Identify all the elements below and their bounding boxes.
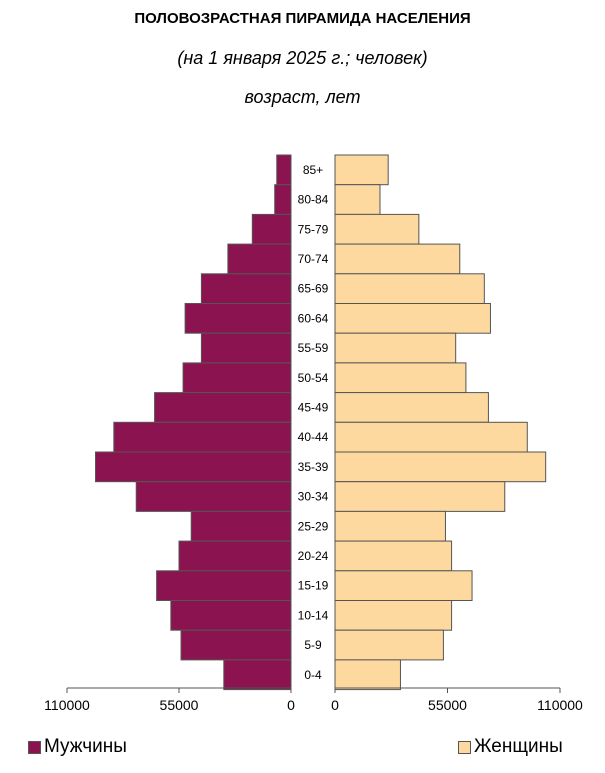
bar-female-30-34 — [334, 481, 506, 512]
age-label-85+: 85+ — [303, 163, 323, 177]
bar-female-60-64 — [334, 303, 491, 334]
age-label-70-74: 70-74 — [298, 252, 329, 266]
bar-male-55-59 — [200, 332, 292, 364]
x-tick-label-left: 55000 — [160, 697, 199, 713]
age-label-40-44: 40-44 — [298, 430, 329, 444]
bar-male-60-64 — [184, 303, 292, 334]
age-label-55-59: 55-59 — [298, 341, 329, 355]
legend-label-female: Женщины — [474, 736, 563, 757]
bar-male-35-39 — [95, 451, 292, 483]
bar-female-70-74 — [334, 243, 461, 275]
age-label-30-34: 30-34 — [298, 490, 329, 504]
x-tick-label-left: 0 — [287, 697, 295, 713]
bar-male-40-44 — [113, 421, 292, 453]
bar-female-85+ — [334, 154, 389, 186]
bar-male-5-9 — [180, 629, 292, 661]
bar-male-30-34 — [135, 481, 292, 512]
legend-label-male: Мужчины — [44, 736, 127, 757]
age-label-45-49: 45-49 — [298, 400, 329, 414]
bar-male-10-14 — [170, 600, 292, 631]
bar-male-45-49 — [154, 392, 292, 423]
bar-male-70-74 — [227, 243, 292, 275]
bar-male-50-54 — [182, 362, 292, 394]
bar-male-15-19 — [156, 570, 292, 601]
bar-female-35-39 — [334, 451, 547, 483]
age-label-15-19: 15-19 — [298, 579, 329, 593]
age-label-65-69: 65-69 — [298, 282, 329, 296]
x-tick-label-left: 110000 — [44, 697, 90, 713]
bar-female-25-29 — [334, 510, 446, 542]
age-label-20-24: 20-24 — [298, 549, 329, 563]
age-label-5-9: 5-9 — [304, 638, 322, 652]
age-label-35-39: 35-39 — [298, 460, 329, 474]
bar-male-25-29 — [190, 510, 292, 542]
age-label-0-4: 0-4 — [304, 668, 322, 682]
bar-female-45-49 — [334, 392, 489, 423]
bar-female-75-79 — [334, 213, 420, 245]
bar-female-0-4 — [334, 659, 401, 691]
age-label-10-14: 10-14 — [298, 608, 329, 622]
bar-female-80-84 — [334, 184, 381, 215]
age-label-25-29: 25-29 — [298, 519, 329, 533]
chart-title: ПОЛОВОЗРАСТНАЯ ПИРАМИДА НАСЕЛЕНИЯ — [134, 10, 471, 27]
x-tick-label-right: 0 — [331, 697, 339, 713]
bar-female-20-24 — [334, 540, 453, 572]
bar-female-15-19 — [334, 570, 473, 601]
bar-female-5-9 — [334, 629, 444, 661]
bar-male-0-4 — [223, 659, 292, 691]
legend-female: Женщины — [458, 736, 563, 758]
bar-female-10-14 — [334, 600, 453, 631]
legend-swatch-male — [28, 740, 41, 754]
bar-male-85+ — [276, 154, 292, 186]
legend-swatch-female — [458, 740, 471, 754]
bar-male-75-79 — [251, 213, 292, 245]
chart-subtitle: (на 1 января 2025 г.; человек) — [177, 48, 428, 68]
bar-female-40-44 — [334, 421, 528, 453]
bar-female-50-54 — [334, 362, 467, 394]
age-axis-label: возраст, лет — [244, 87, 361, 107]
legend-male: Мужчины — [28, 736, 127, 758]
bar-male-80-84 — [274, 184, 292, 215]
bar-female-55-59 — [334, 332, 457, 364]
age-label-75-79: 75-79 — [298, 222, 329, 236]
age-label-80-84: 80-84 — [298, 193, 329, 207]
bar-male-65-69 — [200, 273, 292, 304]
x-tick-label-right: 110000 — [537, 697, 583, 713]
x-tick-label-right: 55000 — [428, 697, 467, 713]
age-label-60-64: 60-64 — [298, 311, 329, 325]
age-label-50-54: 50-54 — [298, 371, 329, 385]
bar-female-65-69 — [334, 273, 485, 304]
bar-male-20-24 — [178, 540, 292, 572]
